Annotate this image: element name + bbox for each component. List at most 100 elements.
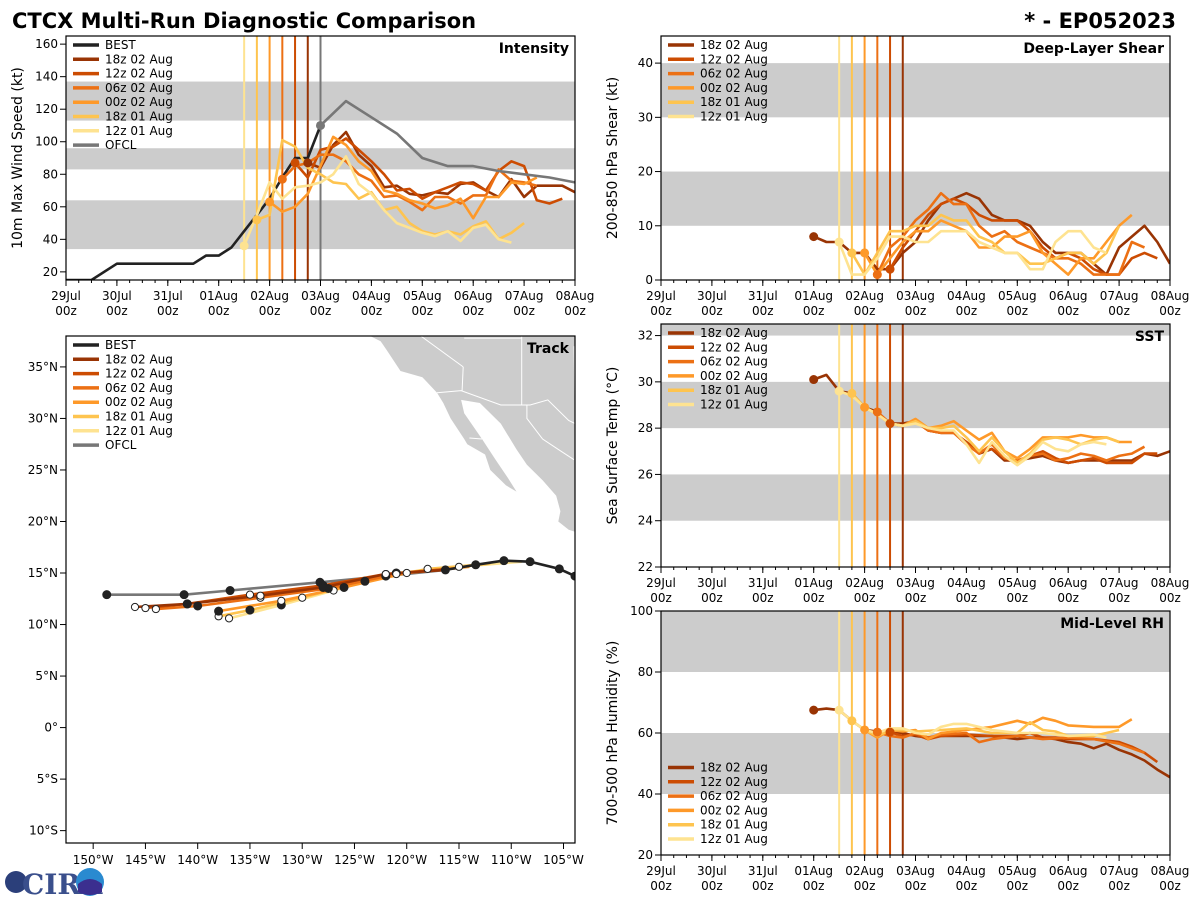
init-point [847, 716, 857, 726]
axes-frame [660, 610, 1171, 856]
x-tick-label: 05Aug [998, 576, 1037, 590]
x-tick-hour: 00z [803, 304, 825, 318]
y-tick-label: 40 [638, 787, 653, 801]
lon-tick-label: 115°W [439, 853, 480, 867]
series-line [319, 99, 575, 184]
x-tick-hour: 00z [208, 304, 230, 318]
track-point-open [151, 604, 160, 614]
legend-label: 18z 01 Aug [700, 95, 768, 109]
lat-tick-label: 5°N [35, 669, 58, 683]
y-tick-label: 10 [638, 219, 653, 233]
background-band [661, 171, 1170, 226]
legend-label: 00z 02 Aug [105, 395, 173, 409]
y-tick-label: 120 [35, 102, 58, 116]
y-axis-label: 10m Max Wind Speed (kt) [10, 67, 26, 249]
legend-label: 18z 01 Aug [700, 818, 768, 832]
legend-label: 18z 02 Aug [105, 52, 173, 66]
init-point [303, 158, 313, 168]
y-tick-label: 140 [35, 70, 58, 84]
x-tick-hour: 00z [1007, 304, 1029, 318]
x-tick-hour: 00z [701, 591, 723, 605]
logo-wave-icon [78, 879, 102, 895]
track-point-open [402, 568, 411, 578]
x-tick-hour: 00z [956, 591, 978, 605]
track-point-open [141, 603, 150, 613]
y-tick-label: 26 [638, 467, 653, 481]
track-line [228, 560, 522, 620]
x-tick-hour: 00z [1108, 879, 1130, 893]
legend-label: 12z 01 Aug [700, 110, 768, 124]
x-tick-label: 06Aug [454, 289, 493, 303]
y-tick-label: 60 [43, 200, 58, 214]
x-tick-hour: 00z [752, 591, 774, 605]
legend-label: 00z 02 Aug [105, 95, 173, 109]
x-tick-label: 03Aug [301, 289, 340, 303]
legend-label: 12z 02 Aug [105, 367, 173, 381]
y-tick-label: 20 [638, 848, 653, 862]
init-point [277, 174, 287, 184]
x-tick-hour: 00z [1159, 591, 1181, 605]
x-tick-label: 31Jul [153, 289, 183, 303]
track-point-filled [499, 556, 509, 566]
x-tick-label: 29Jul [646, 289, 676, 303]
series-line [837, 229, 1107, 276]
x-tick-hour: 00z [106, 304, 128, 318]
y-tick-label: 30 [638, 375, 653, 389]
x-tick-label: 06Aug [1049, 576, 1088, 590]
plot-area [661, 36, 1170, 280]
x-tick-label: 07Aug [1100, 864, 1139, 878]
track-point-filled [471, 560, 481, 570]
x-tick-label: 29Jul [646, 864, 676, 878]
y-tick-label: 80 [43, 167, 58, 181]
y-tick-label: 160 [35, 37, 58, 51]
x-tick-hour: 00z [1057, 591, 1079, 605]
lon-tick-label: 120°W [386, 853, 427, 867]
lon-tick-label: 125°W [334, 853, 375, 867]
series-line [850, 213, 1121, 276]
init-point [252, 215, 262, 225]
panel-intensity: 29Jul00z30Jul00z31Jul00z01Aug00z02Aug00z… [10, 35, 594, 318]
y-tick-label: 100 [630, 604, 653, 618]
series-line [242, 155, 512, 247]
init-point [290, 158, 300, 168]
panel-rh: 29Jul00z30Jul00z31Jul00z01Aug00z02Aug00z… [605, 604, 1189, 893]
x-tick-label: 03Aug [896, 576, 935, 590]
legend-label: 12z 01 Aug [700, 398, 768, 412]
track-point-filled [102, 590, 112, 600]
lat-tick-label: 30°N [28, 411, 58, 425]
track-point-filled [339, 582, 349, 592]
x-tick-label: 02Aug [250, 289, 289, 303]
x-tick-hour: 00z [1007, 591, 1029, 605]
x-tick-hour: 00z [564, 304, 586, 318]
lat-tick-label: 0° [44, 721, 58, 735]
init-point [834, 705, 844, 715]
y-tick-label: 32 [638, 329, 653, 343]
y-tick-label: 100 [35, 135, 58, 149]
init-point [872, 727, 882, 737]
legend-label: BEST [105, 38, 136, 52]
series-line [66, 125, 322, 280]
x-tick-label: 29Jul [51, 289, 81, 303]
y-tick-label: 20 [43, 265, 58, 279]
legend-label: 12z 02 Aug [700, 340, 768, 354]
track-point-open [381, 569, 390, 579]
lat-tick-label: 5°S [37, 772, 58, 786]
legend-label: 06z 02 Aug [105, 381, 173, 395]
x-tick-hour: 00z [513, 304, 535, 318]
lat-tick-label: 25°N [28, 463, 58, 477]
x-tick-label: 04Aug [947, 289, 986, 303]
track-point-open [454, 562, 464, 571]
border-line [526, 405, 575, 461]
track-point-filled [245, 605, 255, 615]
x-tick-hour: 00z [157, 304, 179, 318]
x-tick-label: 04Aug [947, 864, 986, 878]
track-point-filled [440, 565, 450, 575]
y-axis-label: Sea Surface Temp (°C) [605, 367, 621, 525]
x-tick-label: 30Jul [697, 289, 727, 303]
lat-tick-label: 35°N [28, 360, 58, 374]
y-tick-label: 40 [43, 232, 58, 246]
